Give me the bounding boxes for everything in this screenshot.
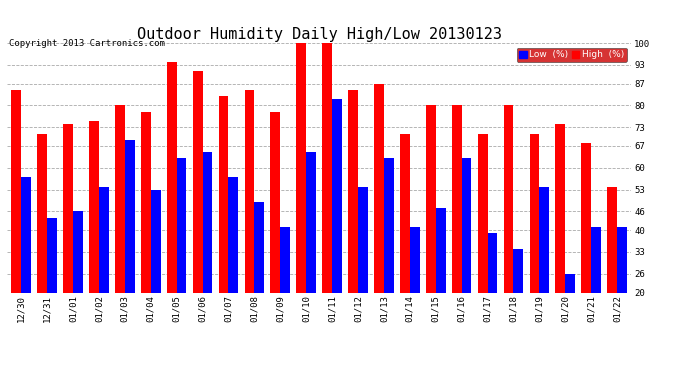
Bar — [410, 227, 420, 292]
Bar — [332, 99, 342, 292]
Bar — [374, 84, 384, 292]
Bar — [167, 62, 177, 292]
Legend: Low  (%), High  (%): Low (%), High (%) — [517, 48, 627, 62]
Bar — [565, 274, 575, 292]
Bar — [426, 105, 435, 292]
Bar — [296, 43, 306, 292]
Bar — [255, 202, 264, 292]
Bar — [73, 211, 83, 292]
Title: Outdoor Humidity Daily High/Low 20130123: Outdoor Humidity Daily High/Low 20130123 — [137, 27, 502, 42]
Bar — [244, 90, 255, 292]
Bar — [203, 152, 213, 292]
Bar — [435, 209, 446, 292]
Bar — [358, 186, 368, 292]
Bar — [11, 90, 21, 292]
Bar — [504, 105, 513, 292]
Bar — [99, 186, 109, 292]
Bar — [37, 134, 47, 292]
Bar — [477, 134, 488, 292]
Bar — [488, 233, 497, 292]
Bar — [193, 71, 203, 292]
Bar — [617, 227, 627, 292]
Bar — [513, 249, 523, 292]
Bar — [540, 186, 549, 292]
Bar — [228, 177, 238, 292]
Bar — [115, 105, 125, 292]
Bar — [141, 112, 150, 292]
Bar — [280, 227, 290, 292]
Bar — [306, 152, 316, 292]
Bar — [607, 186, 617, 292]
Bar — [322, 43, 332, 292]
Text: Copyright 2013 Cartronics.com: Copyright 2013 Cartronics.com — [9, 39, 165, 48]
Bar — [462, 159, 471, 292]
Bar — [125, 140, 135, 292]
Bar — [177, 159, 186, 292]
Bar — [270, 112, 280, 292]
Bar — [150, 190, 161, 292]
Bar — [591, 227, 601, 292]
Bar — [555, 124, 565, 292]
Bar — [89, 121, 99, 292]
Bar — [582, 143, 591, 292]
Bar — [219, 96, 228, 292]
Bar — [47, 217, 57, 292]
Bar — [348, 90, 358, 292]
Bar — [63, 124, 73, 292]
Bar — [384, 159, 394, 292]
Bar — [529, 134, 540, 292]
Bar — [21, 177, 31, 292]
Bar — [400, 134, 410, 292]
Bar — [452, 105, 462, 292]
